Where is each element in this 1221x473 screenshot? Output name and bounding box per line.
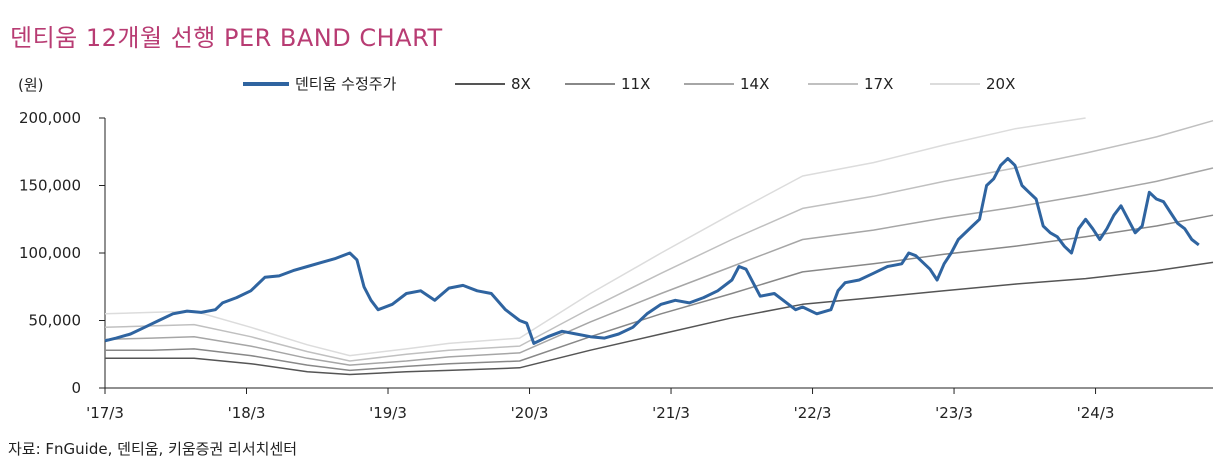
axes: 0 50,000 100,000 150,000 200,000 '17/3 '18/3 '1… xyxy=(19,109,1213,422)
legend-label: 11X xyxy=(621,75,650,93)
x-tick-label: '19/3 xyxy=(369,404,407,422)
y-tick-label: 150,000 xyxy=(19,177,81,195)
legend-label: 14X xyxy=(740,75,769,93)
legend-label: 덴티움 수정주가 xyxy=(295,75,397,93)
series-line-11X xyxy=(105,214,1214,372)
x-tick-label: '17/3 xyxy=(86,404,124,422)
y-tick-label: 0 xyxy=(71,379,81,397)
legend-label: 8X xyxy=(511,75,531,93)
x-tick-label: '21/3 xyxy=(652,404,690,422)
y-tick-label: 200,000 xyxy=(19,109,81,127)
series-line-20X xyxy=(104,117,1086,357)
y-tick-label: 100,000 xyxy=(19,244,81,262)
y-tick-label: 50,000 xyxy=(29,312,82,330)
legend-label: 17X xyxy=(864,75,893,93)
x-tick-label: '18/3 xyxy=(228,404,266,422)
legend-label: 20X xyxy=(986,75,1015,93)
legend: 덴티움 수정주가 8X 11X 14X 17X 20X xyxy=(243,75,1015,93)
series-line-17X xyxy=(104,119,1214,362)
series-line-8X xyxy=(105,261,1214,376)
series-line-덴티움-수정주가 xyxy=(104,157,1200,345)
x-tick-label: '23/3 xyxy=(935,404,973,422)
chart-title: 덴티움 12개월 선행 PER BAND CHART xyxy=(10,24,443,52)
x-tick-label: '20/3 xyxy=(511,404,549,422)
series-group xyxy=(104,117,1214,376)
x-tick-label: '24/3 xyxy=(1077,404,1115,422)
y-axis-unit-label: (원) xyxy=(18,76,44,94)
source-note: 자료: FnGuide, 덴티움, 키움증권 리서치센터 xyxy=(8,440,298,458)
series-line-14X xyxy=(104,167,1214,366)
x-tick-label: '22/3 xyxy=(794,404,832,422)
